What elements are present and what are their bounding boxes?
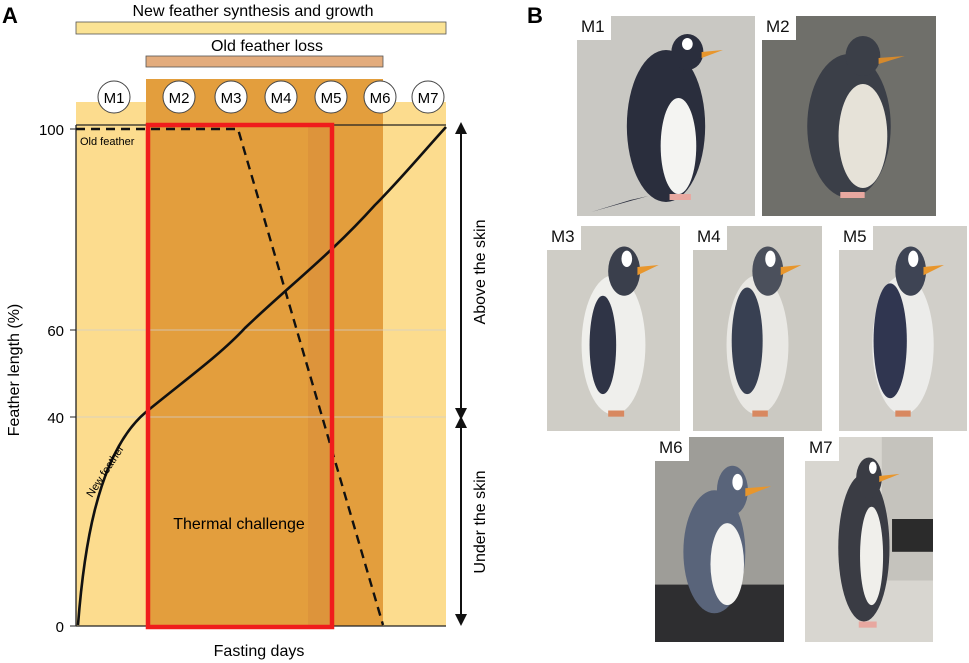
- synthesis-bar: [75, 21, 447, 35]
- y-tick-label-100: 100: [39, 122, 64, 139]
- panel-a-letter: A: [2, 3, 18, 28]
- x-axis-label: Fasting days: [214, 643, 305, 660]
- molt-region-overlap: [308, 124, 334, 625]
- stage-label-m1: M1: [104, 90, 125, 107]
- y-tick-label-40: 40: [47, 410, 64, 427]
- photo-label-m4: M4: [693, 226, 727, 250]
- y-tick-label-60: 60: [47, 323, 64, 340]
- loss-bar-label: Old feather loss: [211, 38, 323, 55]
- under-skin-label: Under the skin: [472, 470, 489, 573]
- y-tick-label-0: 0: [56, 619, 64, 636]
- photo-label-m6: M6: [655, 437, 689, 461]
- stage-label-m6: M6: [370, 90, 391, 107]
- y-axis-label: Feather length (%): [6, 304, 23, 437]
- stage-circle-m6: [363, 80, 397, 114]
- photo-label-m3: M3: [547, 226, 581, 250]
- new-feather-curve: [76, 126, 447, 626]
- photo-m3: M3: [547, 226, 680, 431]
- stage-circle-m4: [264, 80, 298, 114]
- photo-label-m7: M7: [805, 437, 839, 461]
- stage-label-m4: M4: [271, 90, 292, 107]
- panel-b-letter: B: [527, 3, 543, 28]
- thermal-challenge-box: [145, 122, 335, 630]
- photo-label-m1: M1: [577, 16, 611, 40]
- old-feather-curve: [76, 127, 385, 626]
- above-skin-arrowhead-top: [455, 122, 467, 134]
- loss-bar: [145, 55, 384, 68]
- stage-circle-m3: [214, 80, 248, 114]
- penguin-m3-illustration: [581, 246, 659, 417]
- photo-m2: M2: [762, 16, 936, 216]
- stage-circle-m5: [314, 80, 348, 114]
- photo-label-m5: M5: [839, 226, 873, 250]
- stage-label-m7: M7: [418, 90, 439, 107]
- stage-circle-m2: [162, 80, 196, 114]
- molt-region: [146, 79, 383, 626]
- stage-circle-m7: [411, 80, 445, 114]
- penguin-m2-illustration: [807, 36, 905, 198]
- photo-m4: M4: [693, 226, 822, 431]
- under-skin-arrowhead-bottom: [455, 614, 467, 626]
- photo-m6: M6: [655, 437, 784, 642]
- stage-label-m3: M3: [221, 90, 242, 107]
- penguin-m6-illustration: [655, 465, 784, 642]
- penguin-m7-illustration: [838, 437, 933, 628]
- penguin-m5-illustration: [872, 246, 944, 417]
- photo-m7: M7: [805, 437, 933, 642]
- photo-m5: M5: [839, 226, 967, 431]
- stage-circle-m1: [97, 80, 131, 114]
- old-feather-label: Old feather: [80, 136, 135, 148]
- above-skin-label: Above the skin: [472, 220, 489, 325]
- stage-markers: M1 M2 M3 M4 M5 M6 M7: [97, 80, 445, 114]
- photo-label-m2: M2: [762, 16, 796, 40]
- stage-label-m5: M5: [321, 90, 342, 107]
- under-skin-arrowhead-top: [455, 416, 467, 428]
- penguin-m4-illustration: [726, 246, 802, 417]
- thermal-challenge-label: Thermal challenge: [173, 516, 305, 533]
- penguin-m1-illustration: [591, 34, 723, 212]
- stage-label-m2: M2: [169, 90, 190, 107]
- synthesis-bar-label: New feather synthesis and growth: [132, 3, 373, 20]
- photo-m1: M1: [577, 16, 755, 216]
- above-skin-arrowhead-bottom: [455, 408, 467, 420]
